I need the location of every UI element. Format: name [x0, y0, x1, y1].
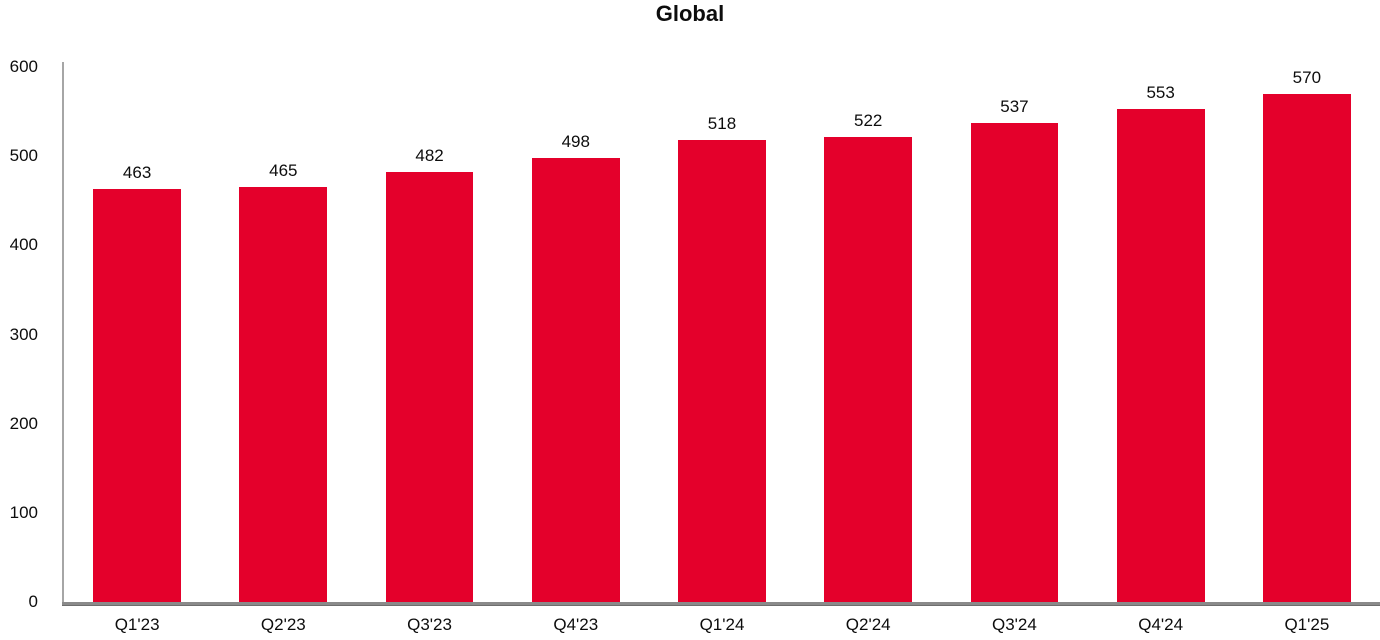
- bar-column: 553: [1088, 67, 1234, 602]
- bar-column: 570: [1234, 67, 1380, 602]
- x-tick-label: Q3'23: [407, 615, 452, 634]
- bar-q1-23: [93, 189, 181, 602]
- x-tick-label: Q2'23: [260, 615, 306, 634]
- bar-column: 518: [649, 67, 795, 602]
- x-tick-label: Q3'24: [992, 615, 1037, 634]
- y-tick-label: 200: [9, 413, 38, 433]
- bar-value-label: 463: [122, 163, 152, 183]
- bar-q4-24: [1116, 108, 1205, 602]
- y-axis-line: [62, 62, 64, 605]
- y-tick-label: 500: [9, 146, 38, 166]
- bar-value-label: 465: [269, 161, 298, 181]
- bar-column: 482: [356, 67, 502, 602]
- bar-column: 522: [795, 67, 941, 602]
- x-tick-label: Q4'23: [553, 615, 599, 634]
- bar-value-label: 537: [1000, 97, 1029, 117]
- x-tick-label: Q4'24: [1138, 615, 1184, 634]
- bar-value-label: 522: [854, 110, 883, 130]
- y-tick-label: 100: [9, 502, 38, 522]
- y-tick-label: 600: [9, 57, 38, 76]
- y-tick-label: 300: [9, 324, 38, 344]
- bar-q2-24: [824, 136, 913, 602]
- bar-q3-24: [970, 123, 1059, 602]
- chart-title: Global: [655, 1, 725, 26]
- bar-q4-23: [531, 157, 620, 602]
- x-axis-line: [62, 602, 1380, 606]
- y-tick-label: 400: [9, 235, 38, 255]
- bar-column: 463: [64, 67, 210, 602]
- x-tick-label: Q2'24: [845, 615, 891, 634]
- bar-value-label: 518: [707, 114, 737, 134]
- bar-q1-24: [678, 140, 766, 602]
- bar-value-label: 482: [415, 146, 444, 166]
- x-tick-label: Q1'24: [699, 615, 745, 634]
- bar-q3-23: [385, 172, 474, 602]
- bar-column: 498: [503, 67, 649, 602]
- bar-column: 465: [210, 67, 356, 602]
- bar-value-label: 570: [1292, 67, 1322, 87]
- y-tick-label: 0: [28, 592, 38, 611]
- x-tick-label: Q1'23: [114, 615, 160, 634]
- x-tick-label: Q1'25: [1284, 615, 1330, 634]
- bar-q1-25: [1263, 93, 1351, 602]
- bar-value-label: 553: [1146, 82, 1175, 102]
- bar-value-label: 498: [561, 131, 590, 151]
- bars-container: 463 465 482 498 518 522 537 553 570: [64, 67, 1380, 602]
- x-axis-category-labels: Q1'23 Q2'23 Q3'23 Q4'23 Q1'24 Q2'24 Q3'24 Q4'24…: [64, 613, 1380, 637]
- bar-column: 537: [941, 67, 1087, 602]
- bar-q2-23: [239, 187, 328, 602]
